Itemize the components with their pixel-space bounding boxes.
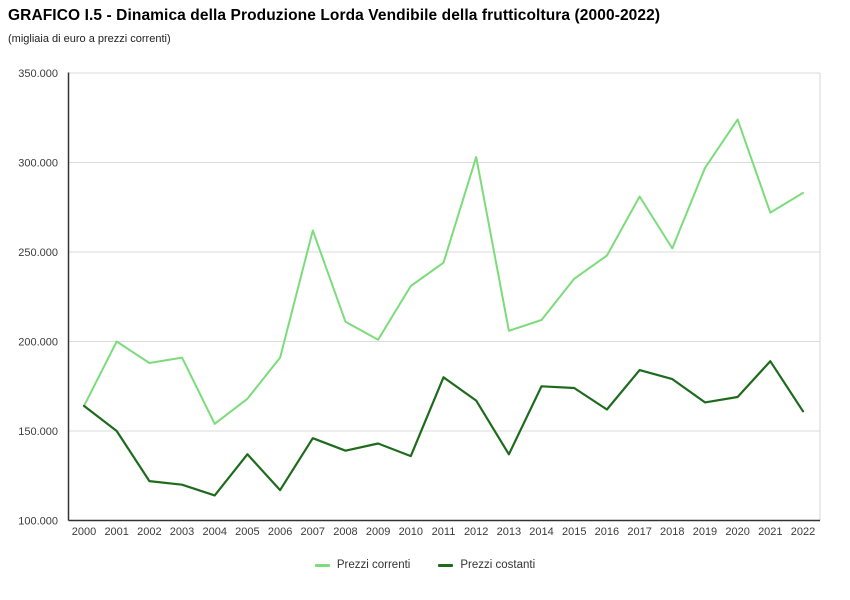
x-tick-label: 2007 (301, 526, 325, 538)
x-tick-label: 2005 (235, 526, 259, 538)
x-tick-label: 2019 (693, 526, 717, 538)
x-tick-label: 2002 (137, 526, 161, 538)
x-tick-label: 2022 (791, 526, 815, 538)
legend: Prezzi correnti Prezzi costanti (0, 559, 850, 571)
y-tick-label: 300.000 (18, 158, 58, 170)
x-tick-label: 2000 (72, 526, 96, 538)
y-tick-label: 200.000 (18, 337, 58, 349)
legend-label-prezzi-correnti: Prezzi correnti (336, 559, 411, 571)
x-tick-label: 2020 (725, 526, 749, 538)
x-tick-label: 2001 (104, 526, 128, 538)
chart-title: GRAFICO I.5 - Dinamica della Produzione … (8, 7, 661, 24)
legend-swatch-prezzi-costanti-icon (438, 563, 454, 567)
chart-subtitle: (migliaia di euro a prezzi correnti) (8, 33, 171, 45)
y-tick-label: 250.000 (18, 247, 58, 259)
x-tick-label: 2014 (529, 526, 553, 538)
line-chart-canvas: 100.000 150.000 200.000 250.000 300.000 350.0… (18, 68, 821, 538)
x-tick-label: 2004 (202, 526, 226, 538)
y-tick-label: 100.000 (18, 516, 58, 528)
y-tick-label: 350.000 (18, 68, 58, 80)
y-tick-label: 150.000 (18, 426, 58, 438)
x-tick-label: 2012 (464, 526, 488, 538)
x-tick-label: 2013 (497, 526, 521, 538)
x-tick-label: 2011 (432, 526, 456, 538)
x-tick-label: 2017 (627, 526, 651, 538)
legend-swatch-prezzi-correnti-icon (314, 563, 330, 567)
x-tick-label: 2010 (399, 526, 423, 538)
x-tick-label: 2015 (562, 526, 586, 538)
x-tick-label: 2008 (333, 526, 357, 538)
series-line-prezzi-correnti (83, 118, 804, 425)
x-tick-label: 2016 (595, 526, 619, 538)
x-tick-label: 2021 (758, 526, 782, 538)
x-tick-label: 2018 (660, 526, 684, 538)
x-tick-label: 2003 (170, 526, 194, 538)
legend-label-prezzi-costanti: Prezzi costanti (460, 559, 536, 571)
legend-item-prezzi-correnti: Prezzi correnti (314, 559, 411, 571)
legend-item-prezzi-costanti: Prezzi costanti (438, 559, 535, 571)
x-tick-label: 2009 (366, 526, 390, 538)
x-tick-label: 2006 (268, 526, 292, 538)
series-line-prezzi-costanti (82, 360, 805, 497)
